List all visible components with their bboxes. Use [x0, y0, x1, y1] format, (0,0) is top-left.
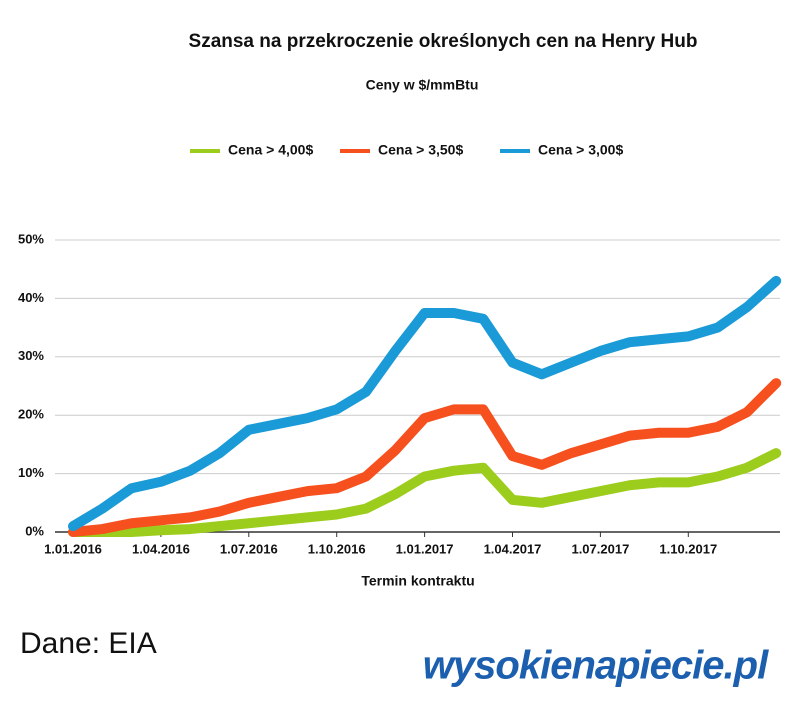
chart-title: Szansa na przekroczenie określonych cen …	[189, 31, 698, 52]
x-tick-label: 1.04.2017	[484, 541, 542, 556]
x-tick-label: 1.07.2016	[220, 541, 278, 556]
line-series	[68, 448, 782, 537]
legend-label: Cena > 4,00$	[228, 142, 313, 158]
x-tick-label: 1.01.2016	[44, 541, 102, 556]
source-note: Dane: EIA	[20, 627, 157, 660]
y-tick-label: 40%	[18, 290, 44, 305]
y-tick-label: 0%	[25, 523, 44, 538]
x-tick-label: 1.10.2017	[659, 541, 717, 556]
legend-label: Cena > 3,00$	[538, 142, 623, 158]
x-tick-label: 1.04.2016	[132, 541, 190, 556]
y-tick-label: 10%	[18, 465, 44, 480]
y-tick-label: 20%	[18, 407, 44, 422]
line-series	[68, 378, 782, 537]
y-tick-label: 30%	[18, 348, 44, 363]
x-tick-label: 1.10.2016	[308, 541, 366, 556]
line-series	[68, 275, 782, 532]
legend-label: Cena > 3,50$	[378, 142, 463, 158]
logo: wysokienapiecie.pl	[423, 644, 769, 688]
x-tick-label: 1.01.2017	[396, 541, 454, 556]
x-tick-label: 1.07.2017	[571, 541, 629, 556]
y-tick-label: 50%	[18, 231, 44, 246]
legend: Cena > 4,00$ Cena > 3,50$ Cena > 3,00$	[190, 142, 623, 158]
x-axis-label: Termin kontraktu	[361, 573, 474, 589]
chart-subtitle: Ceny w $/mmBtu	[366, 77, 479, 93]
